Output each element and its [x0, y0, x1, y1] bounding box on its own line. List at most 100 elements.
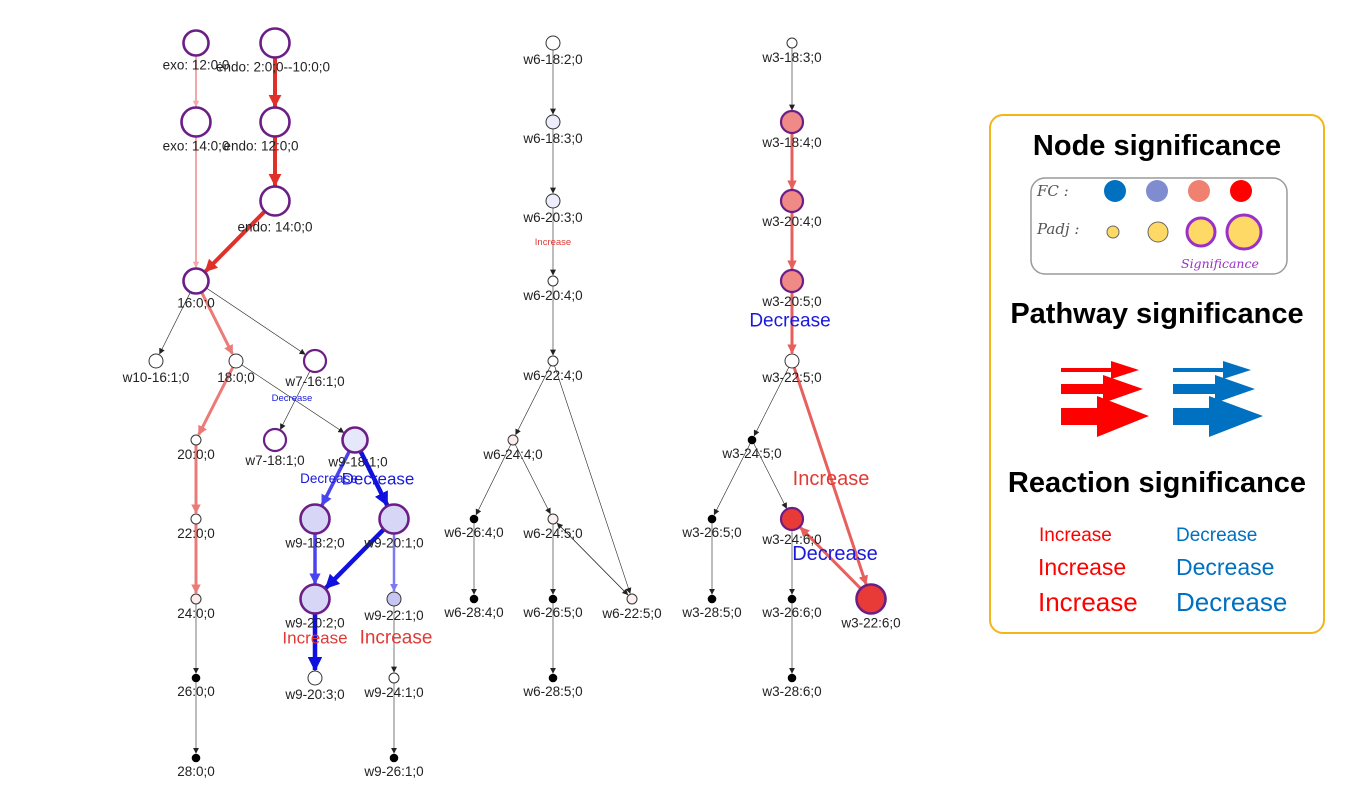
node-r4: w3-20:5;0 [761, 268, 822, 309]
node-label: 20:0;0 [177, 447, 215, 462]
node-circle [787, 673, 797, 683]
node-label: w3-28:6;0 [761, 684, 821, 699]
edge-label-increase: Increase [360, 628, 433, 649]
node-label: w9-18:1;0 [327, 455, 387, 470]
node-r8: w3-24:6;0 [761, 506, 822, 547]
node-circle [190, 513, 202, 525]
padj-size-dot [1147, 221, 1169, 243]
node-n22: 28:0;0 [177, 753, 215, 779]
edge-r5-r9 [792, 367, 868, 586]
node-m1: w6-18:2;0 [522, 35, 583, 67]
node-n3: exo: 14:0;0 [163, 106, 230, 154]
node-n16: 24:0;0 [177, 593, 215, 621]
node-label: w9-24:1;0 [363, 685, 423, 700]
edge-n8-n10 [197, 366, 235, 436]
node-label: w3-22:5;0 [761, 370, 821, 385]
node-n13: 22:0;0 [177, 513, 215, 541]
node-circle [389, 753, 399, 763]
node-circle [548, 594, 558, 604]
node-n15: w9-20:1;0 [363, 503, 424, 551]
node-label: exo: 12:0;0 [163, 58, 230, 73]
edge-r6-r7 [713, 443, 751, 516]
node-r11: w3-26:6;0 [761, 594, 822, 620]
node-circle [547, 355, 559, 367]
node-circle [190, 593, 202, 605]
node-label: 28:0;0 [177, 764, 215, 779]
decrease-medium-label: Decrease [1176, 554, 1275, 580]
node-label: w3-22:6;0 [840, 616, 900, 631]
node-m2: w6-18:3;0 [522, 114, 583, 146]
reaction-significance-title: Reaction significance [1007, 467, 1307, 499]
node-circle [378, 503, 410, 535]
node-label: 22:0;0 [177, 526, 215, 541]
node-circle [545, 114, 561, 130]
node-label: endo: 12:0;0 [223, 139, 298, 154]
node-n20: w9-20:3;0 [284, 670, 345, 702]
edge-label-decrease: Decrease [272, 393, 313, 404]
node-n9: w7-16:1;0 [284, 348, 345, 389]
node-circle [545, 35, 561, 51]
node-circle [191, 753, 201, 763]
fc-label: FC : [1036, 182, 1069, 200]
node-label: w9-20:3;0 [284, 687, 344, 702]
node-circle [786, 37, 798, 49]
node-label: w6-20:3;0 [522, 210, 582, 225]
node-circle [779, 109, 805, 135]
padj-label: Padj : [1036, 220, 1079, 238]
edge-n6-n8 [200, 291, 234, 355]
edge-m5-m6 [515, 365, 552, 436]
padj-size-dot [1106, 225, 1120, 239]
edge-m6-m7 [475, 444, 512, 516]
increase-large-label: Increase [1038, 587, 1138, 617]
padj-size-dot [1225, 213, 1263, 251]
node-circle [262, 427, 288, 453]
node-circle [388, 672, 400, 684]
node-n18: w9-22:1;0 [363, 591, 424, 623]
node-circle [545, 193, 561, 209]
node-label: w3-28:5;0 [681, 605, 741, 620]
node-n11: w7-18:1;0 [244, 427, 305, 468]
node-circle [299, 583, 331, 615]
edge-label-decrease: Decrease [300, 471, 358, 486]
node-n14: w9-18:2;0 [284, 503, 345, 551]
edge-r5-r6 [753, 367, 790, 437]
node-circle [507, 434, 519, 446]
node-circle [779, 188, 805, 214]
node-circle [747, 435, 757, 445]
node-circle [779, 506, 805, 532]
node-r10: w3-28:5;0 [681, 594, 742, 620]
node-label: w3-18:4;0 [761, 135, 821, 150]
pathway-significance-arrows [1061, 361, 1263, 437]
node-significance-title: Node significance [1032, 130, 1282, 162]
edge-label-increase: Increase [535, 237, 571, 248]
edge-n6-n9 [206, 287, 306, 355]
node-circle [302, 348, 328, 374]
node-circle [626, 593, 638, 605]
node-n1: exo: 12:0;0 [163, 29, 230, 73]
increase-arrows-icon [1061, 361, 1149, 437]
node-label: w6-22:4;0 [522, 368, 582, 383]
node-label: exo: 14:0;0 [163, 139, 230, 154]
node-circle [148, 353, 164, 369]
node-n23: w9-26:1;0 [363, 753, 424, 779]
node-r3: w3-20:4;0 [761, 188, 822, 229]
node-label: w9-18:2;0 [284, 536, 344, 551]
node-r1: w3-18:3;0 [761, 37, 822, 65]
padj-size-dot [1185, 216, 1217, 248]
edge-label-decrease: Decrease [749, 311, 830, 332]
fc-color-dot [1230, 180, 1252, 202]
node-label: w3-20:4;0 [761, 214, 821, 229]
node-label: w6-22:5;0 [601, 606, 661, 621]
node-label: w6-24:4;0 [482, 447, 542, 462]
node-m11: w6-26:5;0 [522, 594, 583, 620]
node-label: w7-16:1;0 [284, 374, 344, 389]
edge-n6-n7 [159, 292, 191, 355]
node-circle [341, 426, 369, 454]
node-label: w9-20:1;0 [363, 536, 423, 551]
node-label: w3-24:5;0 [721, 446, 781, 461]
edge-labels-layer: Decrease Decrease Decrease Increase Increase… [272, 237, 878, 649]
node-label: w6-28:4;0 [443, 605, 503, 620]
node-m4: w6-20:4;0 [522, 275, 583, 303]
node-circle [182, 267, 210, 295]
